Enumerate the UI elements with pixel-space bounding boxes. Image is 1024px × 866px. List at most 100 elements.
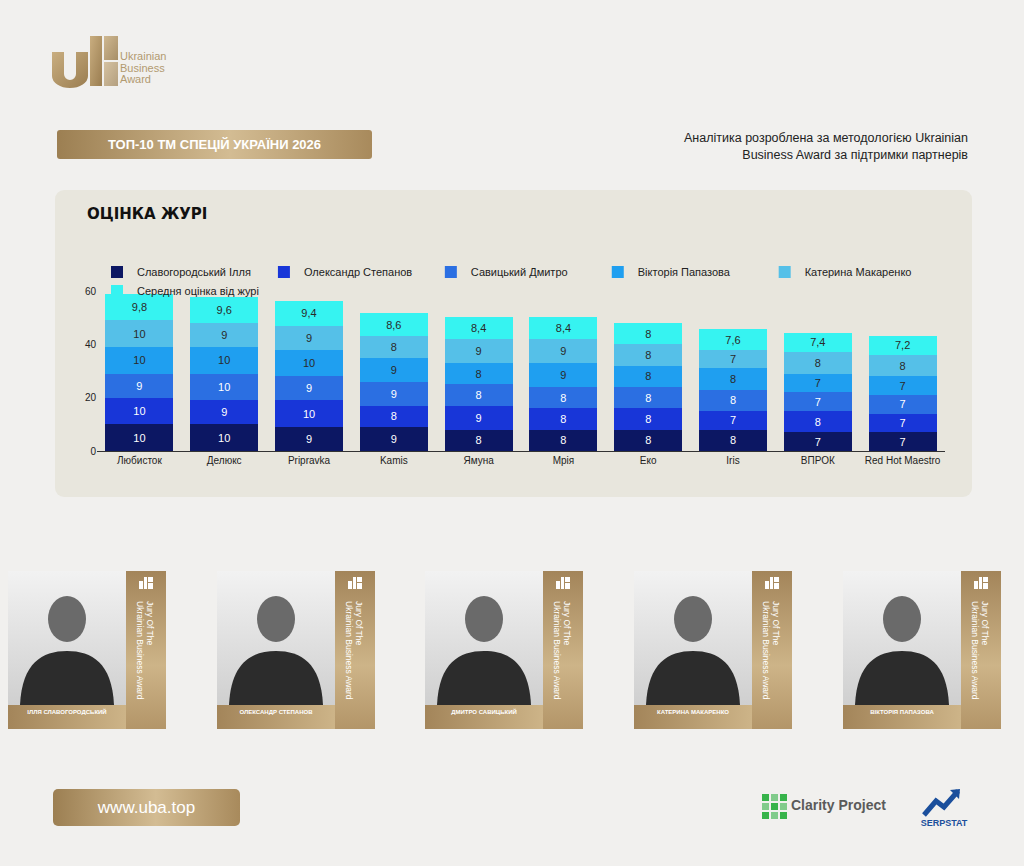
svg-text:40: 40 xyxy=(85,339,97,350)
svg-text:9: 9 xyxy=(221,406,227,418)
svg-text:9: 9 xyxy=(476,345,482,357)
svg-text:8: 8 xyxy=(391,410,397,422)
svg-text:9: 9 xyxy=(391,364,397,376)
svg-text:20: 20 xyxy=(85,392,97,403)
html-text:Ukrainian Business Award: Ukrainian Business Award xyxy=(135,601,145,700)
svg-text:8,6: 8,6 xyxy=(386,319,401,331)
html-text:Jury Of The: Jury Of The xyxy=(771,601,781,646)
svg-text:8: 8 xyxy=(900,360,906,372)
svg-text:Pripravka: Pripravka xyxy=(288,455,331,466)
svg-text:8: 8 xyxy=(645,392,651,404)
html-text:Jury Of The: Jury Of The xyxy=(354,601,364,646)
svg-text:7: 7 xyxy=(730,414,736,426)
html-text:Ukrainian Business Award: Ukrainian Business Award xyxy=(761,601,771,700)
html-text:www.uba.top: www.uba.top xyxy=(97,798,196,817)
svg-text:Савицький Дмитро: Савицький Дмитро xyxy=(471,266,568,278)
svg-text:9: 9 xyxy=(136,380,142,392)
svg-text:10: 10 xyxy=(303,408,315,420)
html-text:Business Award за підтримки па: Business Award за підтримки партнерів xyxy=(742,148,968,162)
svg-text:9,8: 9,8 xyxy=(132,301,147,313)
svg-text:Kamis: Kamis xyxy=(380,455,408,466)
svg-text:8: 8 xyxy=(645,413,651,425)
html-text:Ukrainian Business Award: Ukrainian Business Award xyxy=(552,601,562,700)
svg-text:8: 8 xyxy=(730,373,736,385)
svg-text:10: 10 xyxy=(133,405,145,417)
svg-text:7: 7 xyxy=(815,436,821,448)
svg-text:ВПРОК: ВПРОК xyxy=(801,455,835,466)
svg-text:8: 8 xyxy=(730,434,736,446)
svg-text:8: 8 xyxy=(730,394,736,406)
svg-text:Славогородський Ілля: Славогородський Ілля xyxy=(137,266,251,278)
svg-text:7: 7 xyxy=(815,396,821,408)
svg-text:9: 9 xyxy=(560,345,566,357)
svg-text:8: 8 xyxy=(391,341,397,353)
svg-text:Катерина Макаренко: Катерина Макаренко xyxy=(805,266,912,278)
svg-text:8: 8 xyxy=(476,434,482,446)
svg-text:60: 60 xyxy=(85,286,97,297)
html-text:Award: Award xyxy=(120,73,151,85)
svg-text:9: 9 xyxy=(560,369,566,381)
svg-text:10: 10 xyxy=(133,328,145,340)
html-text:Ukrainian Business Award: Ukrainian Business Award xyxy=(344,601,354,700)
svg-text:Мрія: Мрія xyxy=(553,455,575,466)
svg-text:9: 9 xyxy=(221,329,227,341)
svg-text:10: 10 xyxy=(133,432,145,444)
svg-text:Делюкс: Делюкс xyxy=(207,455,242,466)
svg-text:7: 7 xyxy=(900,398,906,410)
svg-text:9,6: 9,6 xyxy=(217,304,232,316)
svg-text:8: 8 xyxy=(815,416,821,428)
svg-text:10: 10 xyxy=(218,432,230,444)
svg-text:8: 8 xyxy=(560,413,566,425)
html-text:Jury Of The: Jury Of The xyxy=(145,601,155,646)
svg-text:0: 0 xyxy=(90,446,96,457)
svg-text:Red Hot Maestro: Red Hot Maestro xyxy=(865,455,941,466)
html-text:Ukrainian Business Award: Ukrainian Business Award xyxy=(970,601,980,700)
svg-text:Еко: Еко xyxy=(640,455,657,466)
svg-text:8,4: 8,4 xyxy=(471,322,486,334)
svg-text:10: 10 xyxy=(218,354,230,366)
svg-text:7: 7 xyxy=(730,353,736,365)
svg-text:10: 10 xyxy=(218,381,230,393)
svg-text:8: 8 xyxy=(560,434,566,446)
svg-text:7: 7 xyxy=(815,377,821,389)
html-text:ТОП-10 ТМ СПЕЦІЙ УКРАЇНИ 2026: ТОП-10 ТМ СПЕЦІЙ УКРАЇНИ 2026 xyxy=(107,137,322,152)
svg-text:9: 9 xyxy=(391,433,397,445)
svg-text:8: 8 xyxy=(645,370,651,382)
html-text:Ukrainian: Ukrainian xyxy=(120,50,167,62)
svg-text:10: 10 xyxy=(133,354,145,366)
svg-text:Любисток: Любисток xyxy=(117,455,162,466)
svg-text:9: 9 xyxy=(391,388,397,400)
svg-text:Ямуна: Ямуна xyxy=(463,455,494,466)
svg-text:8: 8 xyxy=(645,349,651,361)
svg-text:7: 7 xyxy=(900,417,906,429)
svg-text:7,4: 7,4 xyxy=(810,336,825,348)
svg-text:Вікторія Папазова: Вікторія Папазова xyxy=(638,266,731,278)
html-text:Business: Business xyxy=(120,61,165,74)
html-text:Jury Of The: Jury Of The xyxy=(980,601,990,646)
svg-text:8: 8 xyxy=(476,389,482,401)
svg-text:Середня оцінка від журі: Середня оцінка від журі xyxy=(137,285,259,297)
svg-text:9,4: 9,4 xyxy=(301,307,316,319)
svg-text:7,6: 7,6 xyxy=(725,334,740,346)
svg-text:8: 8 xyxy=(645,434,651,446)
svg-text:8: 8 xyxy=(815,357,821,369)
svg-text:ОЦІНКА ЖУРІ: ОЦІНКА ЖУРІ xyxy=(87,205,207,223)
svg-text:7: 7 xyxy=(900,436,906,448)
svg-text:9: 9 xyxy=(476,412,482,424)
svg-text:10: 10 xyxy=(303,357,315,369)
html-text:SERPSTAT: SERPSTAT xyxy=(920,818,968,828)
svg-text:Iris: Iris xyxy=(726,455,739,466)
svg-text:7,2: 7,2 xyxy=(895,339,910,351)
svg-text:9: 9 xyxy=(306,433,312,445)
svg-text:7: 7 xyxy=(900,380,906,392)
svg-text:Олександр Степанов: Олександр Степанов xyxy=(304,266,412,278)
html-text:Clarity Project: Clarity Project xyxy=(791,797,886,813)
svg-text:8: 8 xyxy=(476,368,482,380)
svg-text:8,4: 8,4 xyxy=(556,322,571,334)
svg-text:8: 8 xyxy=(645,328,651,340)
html-text:Jury Of The: Jury Of The xyxy=(562,601,572,646)
svg-text:9: 9 xyxy=(306,382,312,394)
svg-text:8: 8 xyxy=(560,392,566,404)
html-text:Аналітика розроблена за методо: Аналітика розроблена за методологією Ukr… xyxy=(684,131,968,145)
svg-text:9: 9 xyxy=(306,332,312,344)
